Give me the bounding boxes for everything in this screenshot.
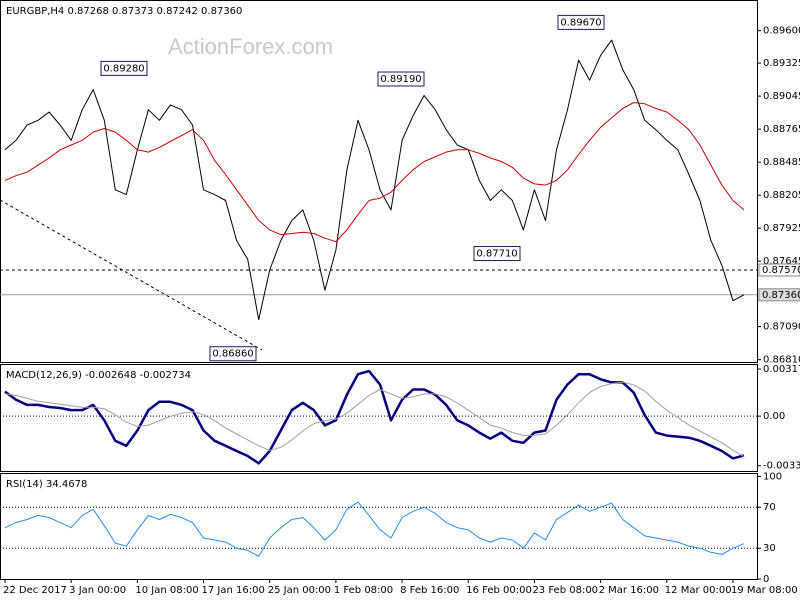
x-tick-label: 10 Jan 08:00 [135, 585, 198, 596]
level-label-box [758, 288, 800, 302]
annotation-box [100, 60, 148, 76]
level-label: 0.87360 [762, 290, 800, 301]
x-tick-label: 25 Jan 00:00 [268, 585, 331, 596]
y-tick-label: 0.89045 [763, 91, 800, 102]
x-tick-label: 3 Jan 00:00 [69, 585, 126, 596]
x-tick-label: 23 Feb 08:00 [532, 585, 598, 596]
x-tick-label: 19 Mar 08:00 [731, 585, 798, 596]
series-line [4, 39, 745, 321]
x-tick-label: 17 Jan 16:00 [202, 585, 265, 596]
y-tick-label: 0.87645 [763, 256, 800, 267]
y-tick-label: 0.87925 [763, 223, 800, 234]
x-tick-label: 8 Feb 16:00 [400, 585, 459, 596]
y-tick-label: -0.003344 [763, 461, 800, 472]
annotation: 0.86860 [212, 349, 253, 360]
series-line [4, 102, 745, 243]
annotation-box [473, 246, 521, 262]
y-tick-label: 30 [763, 543, 776, 554]
panel-title: MACD(12,26,9) -0.002648 -0.002734 [6, 370, 191, 381]
panel-frame [0, 473, 758, 580]
x-tick-label: 16 Feb 00:00 [466, 585, 532, 596]
annotation: 0.89670 [560, 17, 601, 28]
series-line [4, 381, 745, 458]
y-tick-label: 0.89325 [763, 58, 800, 69]
y-tick-label: 0 [763, 574, 769, 585]
y-tick-label: 100 [763, 471, 782, 482]
x-tick-label: 2 Mar 16:00 [599, 585, 659, 596]
panel-title: RSI(14) 34.4678 [6, 479, 87, 490]
annotation-box [557, 14, 605, 30]
level-label: 0.87570 [762, 265, 800, 276]
level-label-box [758, 263, 800, 277]
y-tick-label: 0.00 [763, 411, 785, 422]
y-tick-label: 70 [763, 502, 776, 513]
y-tick-label: 0.88765 [763, 124, 800, 135]
panel-title: EURGBP,H4 0.87268 0.87373 0.87242 0.8736… [6, 6, 242, 17]
y-tick-label: 0.88205 [763, 190, 800, 201]
series-line [4, 501, 745, 557]
y-tick-label: 0.003177 [763, 364, 800, 375]
annotation-box [377, 71, 425, 87]
panel-frame [0, 364, 758, 472]
annotation-box [209, 346, 257, 362]
annotation: 0.89280 [103, 63, 144, 74]
y-tick-label: 0.88485 [763, 157, 800, 168]
trend-line [0, 199, 263, 351]
x-tick-label: 12 Mar 00:00 [665, 585, 732, 596]
watermark: ActionForex.com [168, 34, 333, 59]
x-tick-label: 1 Feb 08:00 [334, 585, 393, 596]
panel-frame [0, 0, 758, 363]
x-tick-label: 22 Dec 2017 [3, 585, 67, 596]
annotation: 0.87710 [476, 249, 517, 260]
annotation: 0.89190 [380, 74, 421, 85]
